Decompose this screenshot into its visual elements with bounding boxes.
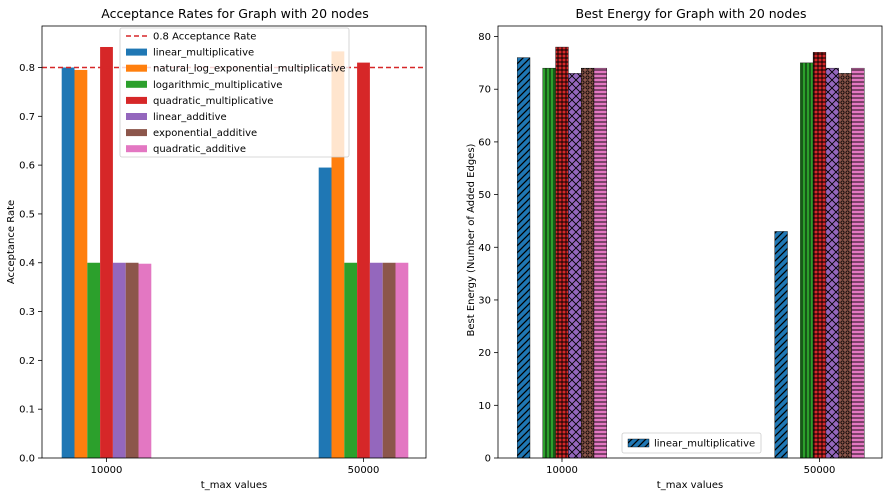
y-tick-label: 0.3	[19, 307, 35, 318]
bar	[825, 67, 839, 459]
legend-swatch	[126, 113, 147, 120]
acceptance-rate-chart: Acceptance Rates for Graph with 20 nodes…	[6, 6, 427, 491]
y-tick-label: 0.8	[19, 63, 35, 74]
legend-swatch	[126, 64, 147, 72]
bar	[100, 46, 113, 459]
legend-label: exponential_additive	[153, 128, 257, 139]
bar	[125, 262, 139, 458]
bar	[581, 67, 595, 459]
best-energy-chart: Best Energy for Graph with 20 nodes 0 10 2…	[466, 6, 883, 491]
bar	[812, 52, 827, 459]
y-axis-label: Acceptance Rate	[6, 200, 17, 284]
y-tick-label: 0	[485, 454, 491, 465]
x-tick-label: 50000	[348, 465, 380, 476]
y-tick-label: 80	[478, 32, 491, 43]
y-tick-label: 30	[478, 295, 491, 306]
plot-frame	[41, 25, 427, 459]
bar	[357, 62, 370, 459]
bar	[382, 262, 396, 458]
legend-box	[119, 27, 350, 158]
y-tick-label: 0.7	[19, 112, 35, 123]
x-tick-label: 10000	[546, 465, 578, 476]
bar	[318, 167, 332, 458]
y-tick-label: 0.1	[19, 405, 35, 416]
legend-label: quadratic_additive	[153, 144, 246, 155]
legend: 0.8 Acceptance Rate linear_multiplicative…	[119, 27, 350, 158]
x-axis-label: t_max values	[657, 480, 723, 491]
y-axis-label: Best Energy (Number of Added Edges)	[466, 143, 477, 336]
legend-label: quadratic_multiplicative	[153, 96, 273, 107]
bar	[517, 57, 531, 459]
bar	[112, 262, 126, 458]
legend-swatch	[627, 438, 650, 448]
bar	[542, 67, 556, 459]
legend-box	[621, 432, 762, 454]
bar	[74, 69, 88, 459]
plot-frame	[497, 25, 883, 459]
legend-label: natural_log_exponential_multiplicative	[153, 64, 346, 75]
legend-label: 0.8 Acceptance Rate	[153, 32, 256, 43]
legend: linear_multiplicative	[621, 432, 762, 454]
bar	[138, 263, 152, 458]
bar	[851, 67, 865, 459]
y-tick-label: 0.0	[19, 454, 35, 465]
legend-label: linear_multiplicative	[153, 48, 254, 59]
y-tick-label: 50	[478, 190, 491, 201]
bar	[87, 262, 101, 458]
legend-swatch	[126, 129, 147, 137]
legend-swatch	[126, 96, 147, 104]
y-tick-label: 70	[478, 85, 491, 96]
legend-swatch	[126, 80, 147, 88]
y-tick-label: 40	[478, 243, 491, 254]
bar	[593, 67, 608, 459]
bar	[61, 67, 75, 459]
bar	[369, 262, 383, 458]
y-tick-label: 0.2	[19, 356, 35, 367]
x-tick-label: 50000	[804, 465, 836, 476]
bar	[344, 262, 358, 458]
chart-title: Acceptance Rates for Graph with 20 nodes	[101, 6, 368, 21]
legend-label: linear_multiplicative	[654, 439, 755, 450]
y-tick-label: 20	[478, 348, 491, 359]
bar	[555, 46, 569, 459]
y-tick-label: 10	[478, 401, 491, 412]
chart-title: Best Energy for Graph with 20 nodes	[576, 6, 807, 21]
bar	[395, 262, 409, 458]
x-tick-label: 10000	[91, 465, 123, 476]
x-axis-label: t_max values	[201, 480, 267, 491]
legend-swatch	[126, 48, 147, 56]
bar	[568, 73, 582, 459]
legend-swatch	[126, 145, 147, 153]
y-tick-label: 60	[478, 137, 491, 148]
y-tick-label: 0.5	[19, 209, 35, 220]
legend-label: linear_additive	[153, 112, 227, 123]
bar	[838, 73, 852, 459]
y-tick-label: 0.4	[19, 258, 35, 269]
legend-label: logarithmic_multiplicative	[153, 80, 282, 91]
y-tick-label: 0.6	[19, 161, 35, 172]
bar	[800, 62, 814, 459]
bar	[774, 231, 788, 459]
